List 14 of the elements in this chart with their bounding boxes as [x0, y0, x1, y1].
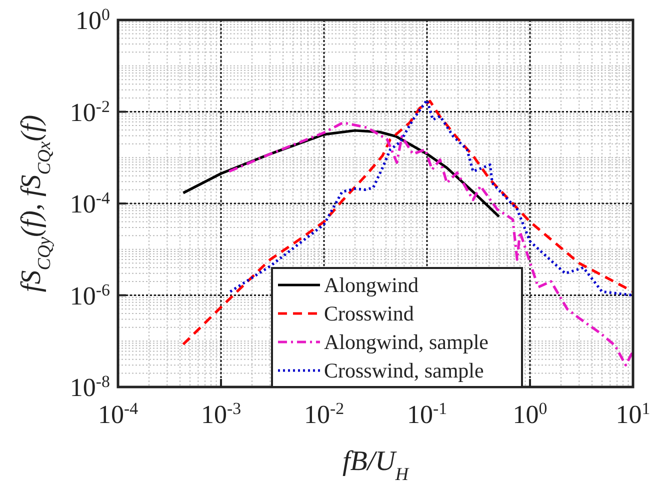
y-tick-label: 10$^{0}$	[76, 4, 110, 35]
legend-label: Alongwind, sample	[324, 330, 488, 354]
legend-label: Crosswind	[324, 302, 414, 326]
x-tick-label: 10$^{-1}$	[406, 398, 448, 429]
y-tick-label: 10$^{-4}$	[70, 188, 111, 218]
x-axis-title: fB/U$_{H}$	[342, 446, 410, 484]
legend-label: Alongwind	[324, 273, 419, 297]
y-tick-label: 10$^{-6}$	[70, 280, 110, 310]
x-tick-label: 10$^{-2}$	[304, 398, 344, 429]
x-tick-label: 10$^{0}$	[512, 398, 548, 429]
x-tick-label: 10$^{-3}$	[200, 398, 242, 429]
legend-label: Crosswind, sample	[324, 358, 484, 382]
y-tick-label: 10$^{-2}$	[70, 96, 110, 127]
x-tick-label: 10$^{1}$	[616, 398, 650, 429]
